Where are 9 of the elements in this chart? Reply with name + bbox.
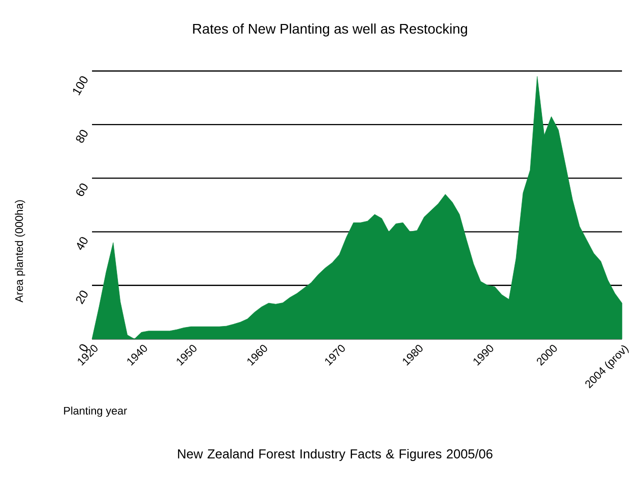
y-tick-label: 40 [76, 237, 88, 250]
chart-title: Rates of New Planting as well as Restocking [193, 23, 468, 36]
y-tick-label: 60 [76, 183, 88, 196]
y-axis-title: Area planted (000ha) [14, 200, 26, 302]
y-tick-label: 20 [76, 290, 88, 304]
y-tick-label: 100 [73, 76, 88, 96]
text: New Zealand Forest Industry Facts & Figures 2005/06 [178, 448, 492, 462]
y-tick-label: 80 [76, 130, 88, 143]
x-axis-title: Planting year [64, 406, 127, 417]
